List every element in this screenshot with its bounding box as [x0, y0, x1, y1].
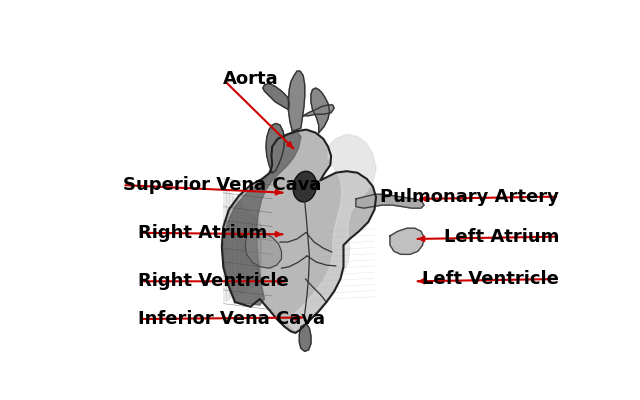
- Text: Pulmonary Artery: Pulmonary Artery: [380, 188, 559, 206]
- Polygon shape: [222, 130, 376, 333]
- Polygon shape: [288, 134, 376, 331]
- Polygon shape: [390, 228, 424, 254]
- Polygon shape: [356, 194, 424, 208]
- Polygon shape: [303, 105, 334, 116]
- Polygon shape: [311, 88, 330, 133]
- Text: Right Ventricle: Right Ventricle: [138, 272, 289, 290]
- Text: Aorta: Aorta: [223, 70, 279, 88]
- Text: Right Atrium: Right Atrium: [138, 224, 268, 242]
- Polygon shape: [300, 324, 311, 351]
- Text: Left Atrium: Left Atrium: [444, 228, 559, 246]
- Text: Left Ventricle: Left Ventricle: [422, 270, 559, 288]
- Polygon shape: [245, 230, 282, 268]
- Polygon shape: [266, 124, 285, 173]
- Text: Inferior Vena Cava: Inferior Vena Cava: [138, 310, 325, 328]
- Polygon shape: [263, 84, 289, 110]
- Polygon shape: [289, 71, 305, 131]
- Polygon shape: [223, 131, 301, 305]
- Text: Superior Vena Cava: Superior Vena Cava: [123, 176, 321, 194]
- Ellipse shape: [293, 171, 317, 202]
